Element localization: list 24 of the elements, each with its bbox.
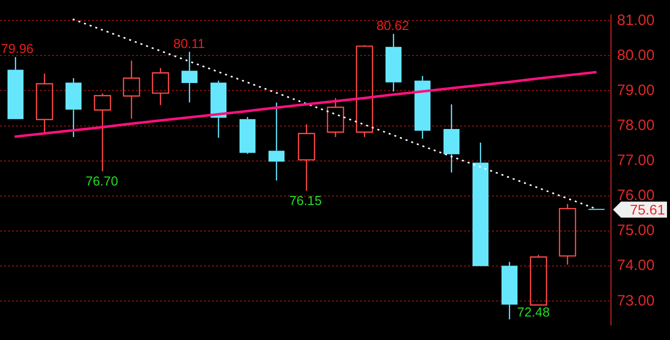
candlestick [66, 78, 82, 138]
candlestick [386, 33, 402, 92]
candlestick [182, 51, 198, 103]
annotation: 76.15 [289, 192, 322, 208]
annotation: 76.70 [86, 173, 118, 188]
y-tick-label: 74.00 [617, 257, 655, 274]
y-tick-label: 77.00 [617, 152, 655, 170]
candlestick [8, 56, 24, 120]
y-tick-label: 80.00 [617, 46, 655, 64]
y-tick-label: 78.00 [617, 116, 655, 134]
y-tick-label: 75.00 [617, 222, 655, 240]
candlestick [210, 80, 226, 138]
y-tick-label: 79.00 [617, 82, 655, 99]
annotation: 80.62 [376, 18, 410, 34]
candlestick [268, 102, 284, 182]
annotation: 79.96 [0, 41, 34, 56]
candlestick [414, 75, 430, 140]
annotation: 80.11 [173, 36, 205, 51]
y-tick-label: 73.00 [617, 292, 655, 310]
annotation: 72.48 [517, 304, 550, 320]
candlestick [472, 142, 488, 266]
y-tick-label: 81.00 [617, 12, 655, 29]
candlestick [502, 261, 518, 320]
candlestick [444, 104, 460, 174]
